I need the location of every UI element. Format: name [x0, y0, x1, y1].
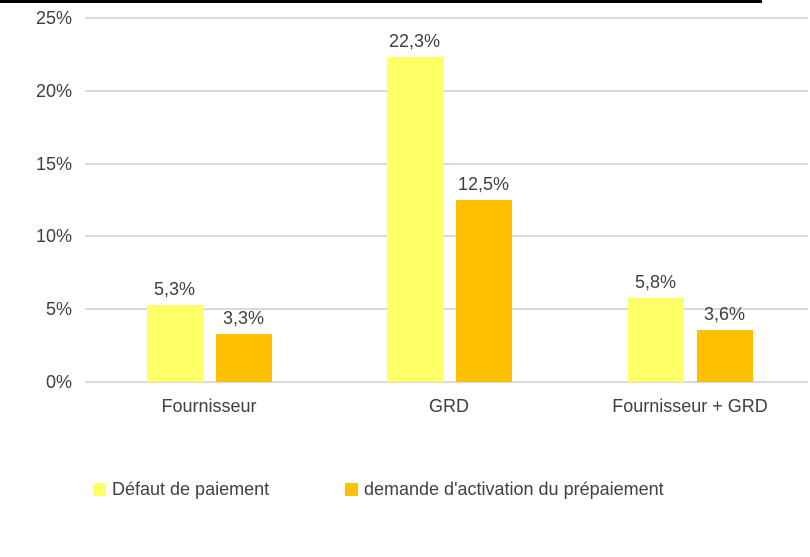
gridline-15% [85, 163, 808, 165]
bar-series2-1 [215, 334, 272, 382]
y-axis-tick-label: 15% [35, 154, 72, 174]
category-label-fournisseur-grd: Fournisseur + GRD [612, 396, 768, 416]
gridline-20% [85, 90, 808, 92]
bar-series1-3 [627, 297, 684, 382]
bar-series1-2 [386, 57, 443, 382]
category-label-fournisseur: Fournisseur [161, 396, 257, 416]
legend-swatch-orange-icon [345, 482, 358, 496]
bar-series2-3 [696, 329, 753, 382]
top-border-line [0, 0, 762, 3]
category-label-grd: GRD [429, 396, 469, 416]
gridline-10% [85, 235, 808, 237]
y-axis-tick-label: 20% [35, 81, 72, 101]
bar-value-label: 5,3% [153, 278, 196, 299]
bar-series2-2 [455, 200, 512, 382]
y-axis-tick-label: 25% [35, 8, 72, 28]
y-axis-tick-label: 0% [45, 372, 72, 392]
legend-item-demande-activation: demande d'activation du prépaiement [345, 478, 664, 500]
legend-swatch-yellow-icon [93, 482, 106, 496]
bar-value-label: 22,3% [388, 31, 441, 52]
bar-series1-1 [146, 304, 203, 382]
gridline-5% [85, 308, 808, 310]
bar-value-label: 3,6% [703, 303, 746, 324]
bar-value-label: 3,3% [222, 308, 265, 328]
legend-label: demande d'activation du prépaiement [364, 478, 664, 499]
bar-value-label: 5,8% [634, 271, 677, 292]
gridline-0% [85, 381, 808, 383]
y-axis-tick-label: 10% [35, 226, 72, 246]
gridline-25% [85, 17, 808, 19]
legend-item-defaut-de-paiement: Défaut de paiement [93, 478, 269, 500]
bar-value-label: 12,5% [457, 174, 510, 194]
y-axis-tick-label: 5% [45, 299, 72, 319]
legend-label: Défaut de paiement [112, 478, 270, 499]
